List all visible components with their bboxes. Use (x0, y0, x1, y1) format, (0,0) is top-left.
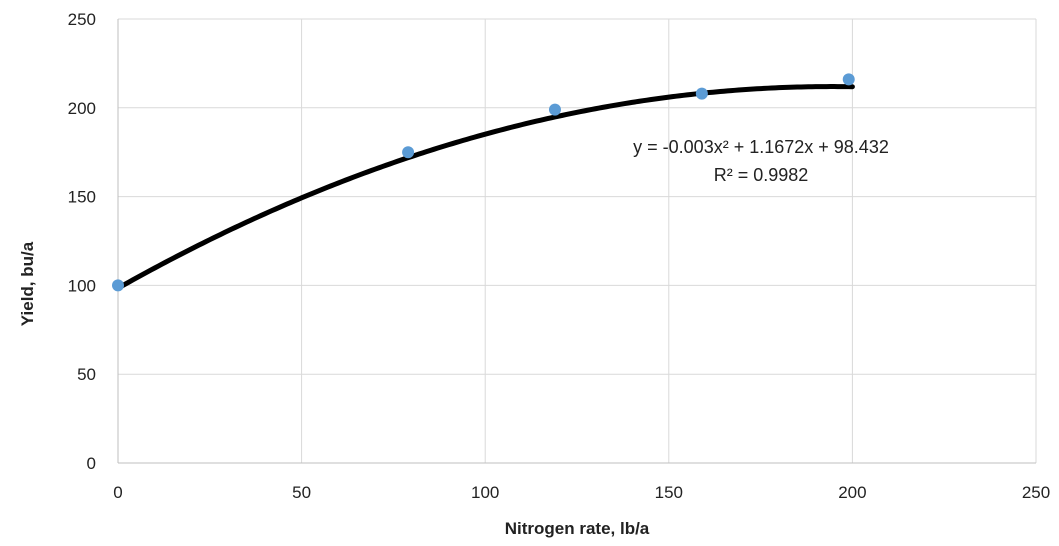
data-point (695, 87, 708, 100)
data-points (112, 73, 855, 292)
x-tick-label: 250 (1022, 483, 1050, 502)
x-tick-label: 50 (292, 483, 311, 502)
x-tick-label: 200 (838, 483, 866, 502)
x-tick-label: 0 (113, 483, 122, 502)
trendline-equation: y = -0.003x² + 1.1672x + 98.432 (633, 137, 889, 157)
x-tick-label: 100 (471, 483, 499, 502)
data-point (112, 279, 124, 292)
data-point (402, 146, 415, 159)
trendline (115, 84, 855, 291)
y-tick-label: 0 (87, 454, 96, 473)
y-tick-labels: 0 50 100 150 200 250 (68, 10, 96, 473)
y-tick-label: 100 (68, 276, 96, 295)
y-tick-label: 250 (68, 10, 96, 29)
y-axis-title: Yield, bu/a (18, 241, 37, 326)
trendline-r-squared: R² = 0.9982 (714, 165, 809, 185)
y-tick-label: 200 (68, 99, 96, 118)
axes (117, 19, 1036, 464)
data-point (842, 73, 855, 86)
x-tick-label: 150 (655, 483, 683, 502)
y-tick-label: 50 (77, 365, 96, 384)
gridlines (118, 18, 1037, 463)
x-axis-title: Nitrogen rate, lb/a (505, 519, 650, 538)
y-tick-label: 150 (68, 188, 96, 207)
x-tick-labels: 0 50 100 150 200 250 (113, 483, 1050, 502)
data-point (548, 103, 561, 116)
trendline-path (115, 84, 855, 291)
